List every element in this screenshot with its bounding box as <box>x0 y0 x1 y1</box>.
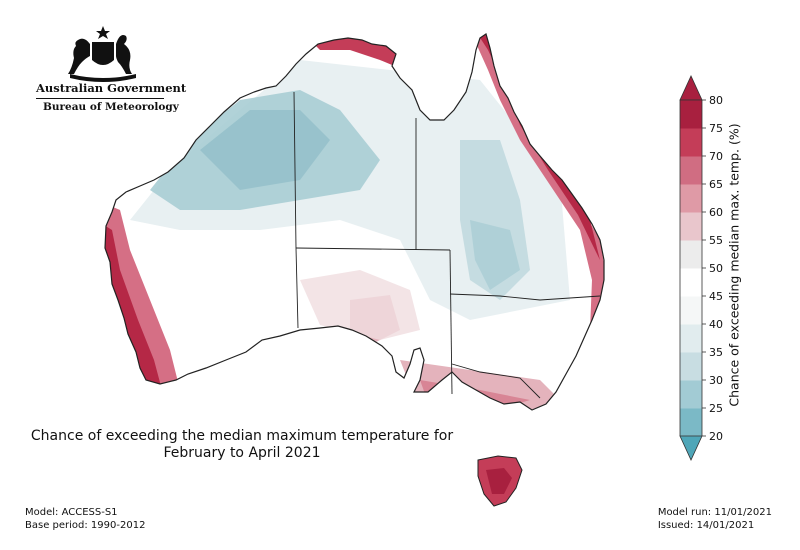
colorbar-tick-label: 60 <box>709 206 723 219</box>
colorbar-tick-label: 75 <box>709 122 723 135</box>
colorbar-tick-label: 80 <box>709 94 723 107</box>
tasmania <box>477 455 523 507</box>
issued-text: Issued: 14/01/2021 <box>657 520 755 531</box>
colorbar-segment <box>680 100 702 129</box>
colorbar-segment <box>680 128 702 157</box>
colorbar: 80 75 70 65 60 55 50 45 40 35 30 25 20 <box>679 75 723 461</box>
colorbar-segment <box>680 408 702 437</box>
map-title-line-1: Chance of exceeding the median maximum t… <box>30 428 454 444</box>
colorbar-segment <box>680 212 702 241</box>
footer-left: Model: ACCESS-S1 Base period: 1990-2012 <box>25 506 145 532</box>
forecast-colour-fill <box>105 34 604 410</box>
colorbar-max-arrow <box>679 75 703 101</box>
model-text: Model: ACCESS-S1 <box>25 507 118 518</box>
colorbar-segment <box>680 352 702 381</box>
colorbar-segment <box>680 184 702 213</box>
colorbar-tick-label: 35 <box>709 346 723 359</box>
colorbar-tick-label: 65 <box>709 178 723 191</box>
colorbar-min-arrow <box>679 435 703 461</box>
model-run-text: Model run: 11/01/2021 <box>657 507 772 518</box>
colorbar-label: Chance of exceeding median max. temp. (%… <box>726 123 742 407</box>
colorbar-tick-label: 40 <box>709 318 723 331</box>
state-borders <box>293 91 601 399</box>
colorbar-segment <box>680 324 702 353</box>
base-period-text: Base period: 1990-2012 <box>25 520 146 531</box>
colorbar-segment <box>680 296 702 325</box>
logo-divider <box>36 98 164 99</box>
map-title-line-2: February to April 2021 <box>163 445 321 461</box>
colorbar-tick-label: 20 <box>709 430 723 443</box>
logo-org-text: Australian Government <box>36 81 187 95</box>
colorbar-tick-label: 50 <box>709 262 723 275</box>
coat-of-arms-icon <box>68 26 136 82</box>
colorbar-segment <box>680 156 702 185</box>
colorbar-tick-label: 55 <box>709 234 723 247</box>
footer-right: Model run: 11/01/2021 Issued: 14/01/2021 <box>658 506 772 532</box>
colorbar-tick-label: 30 <box>709 374 723 387</box>
colorbar-segment <box>680 380 702 409</box>
map-title: Chance of exceeding the median maximum t… <box>22 428 462 462</box>
colorbar-tick-label: 25 <box>709 402 723 415</box>
colorbar-segment <box>680 268 702 297</box>
logo-department-text: Bureau of Meteorology <box>43 101 179 113</box>
colorbar-tick-label: 45 <box>709 290 723 303</box>
colorbar-segment <box>680 240 702 269</box>
colorbar-tick-label: 70 <box>709 150 723 163</box>
